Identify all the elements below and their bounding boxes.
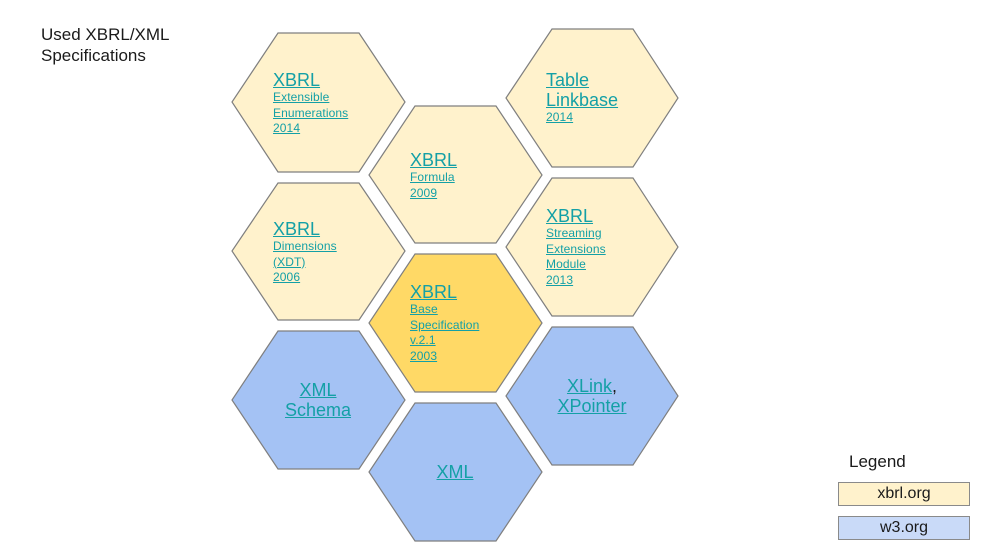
- link-extensible[interactable]: Extensible: [273, 90, 330, 104]
- separator-comma: ,: [612, 376, 618, 396]
- link-xbrl[interactable]: XBRL: [410, 282, 458, 302]
- label-xml-schema[interactable]: XML Schema: [268, 380, 368, 420]
- link-schema[interactable]: Schema: [284, 400, 352, 420]
- link-year[interactable]: 2009: [410, 185, 438, 200]
- link-xbrl[interactable]: XBRL: [410, 150, 458, 170]
- label-dimensions[interactable]: XBRL Dimensions (XDT) 2006: [273, 219, 337, 286]
- link-year[interactable]: 2014: [546, 110, 574, 124]
- link-xlink[interactable]: XLink: [566, 376, 612, 396]
- link-year[interactable]: 2013: [546, 272, 574, 287]
- link-xbrl[interactable]: XBRL: [546, 206, 594, 226]
- hex-xml-schema[interactable]: [231, 330, 406, 470]
- link-dimensions[interactable]: Dimensions: [273, 239, 337, 253]
- hex-table-linkbase[interactable]: [505, 28, 679, 168]
- label-streaming-extensions[interactable]: XBRL Streaming Extensions Module 2013: [546, 206, 606, 288]
- legend-item-xbrl-org: xbrl.org: [838, 482, 970, 506]
- link-xml[interactable]: XML: [299, 380, 337, 400]
- link-xml[interactable]: XML: [436, 462, 474, 482]
- hex-formula[interactable]: [368, 105, 543, 244]
- link-linkbase[interactable]: Linkbase: [546, 90, 619, 110]
- title-line-1: Used XBRL/XML: [41, 25, 170, 44]
- link-enumerations[interactable]: Enumerations: [273, 105, 349, 120]
- label-xml[interactable]: XML: [405, 462, 505, 482]
- hex-streaming-extensions[interactable]: [505, 177, 679, 317]
- diagram-title: Used XBRL/XML Specifications: [41, 24, 241, 66]
- link-year[interactable]: 2006: [273, 270, 301, 284]
- label-extensible-enumerations[interactable]: XBRL Extensible Enumerations 2014: [273, 70, 348, 137]
- hex-xml[interactable]: [368, 402, 543, 542]
- hex-dimensions[interactable]: [231, 182, 406, 321]
- link-xdt[interactable]: (XDT): [273, 254, 306, 269]
- link-extensions[interactable]: Extensions: [546, 241, 606, 256]
- link-module[interactable]: Module: [546, 257, 586, 271]
- hex-base-specification[interactable]: [368, 253, 543, 393]
- title-line-2: Specifications: [41, 46, 146, 65]
- link-streaming[interactable]: Streaming: [546, 226, 602, 240]
- hex-xlink-xpointer[interactable]: [505, 326, 679, 466]
- label-xlink-xpointer[interactable]: XLink, XPointer: [542, 376, 642, 416]
- link-table[interactable]: Table: [546, 70, 590, 90]
- label-table-linkbase[interactable]: Table Linkbase 2014: [546, 70, 618, 126]
- link-specification[interactable]: Specification: [410, 317, 480, 332]
- link-xbrl[interactable]: XBRL: [273, 219, 321, 239]
- link-base[interactable]: Base: [410, 302, 438, 316]
- link-year[interactable]: 2003: [410, 348, 438, 363]
- link-formula[interactable]: Formula: [410, 170, 455, 184]
- link-xpointer[interactable]: XPointer: [557, 396, 627, 416]
- hex-extensible-enumerations[interactable]: [231, 32, 406, 173]
- link-version[interactable]: v.2.1: [410, 333, 436, 347]
- legend-item-w3-org: w3.org: [838, 516, 970, 540]
- label-formula[interactable]: XBRL Formula 2009: [410, 150, 457, 201]
- link-xbrl[interactable]: XBRL: [273, 70, 321, 90]
- label-base-specification[interactable]: XBRL Base Specification v.2.1 2003: [410, 282, 479, 364]
- link-year[interactable]: 2014: [273, 121, 301, 135]
- legend-title: Legend: [849, 452, 906, 471]
